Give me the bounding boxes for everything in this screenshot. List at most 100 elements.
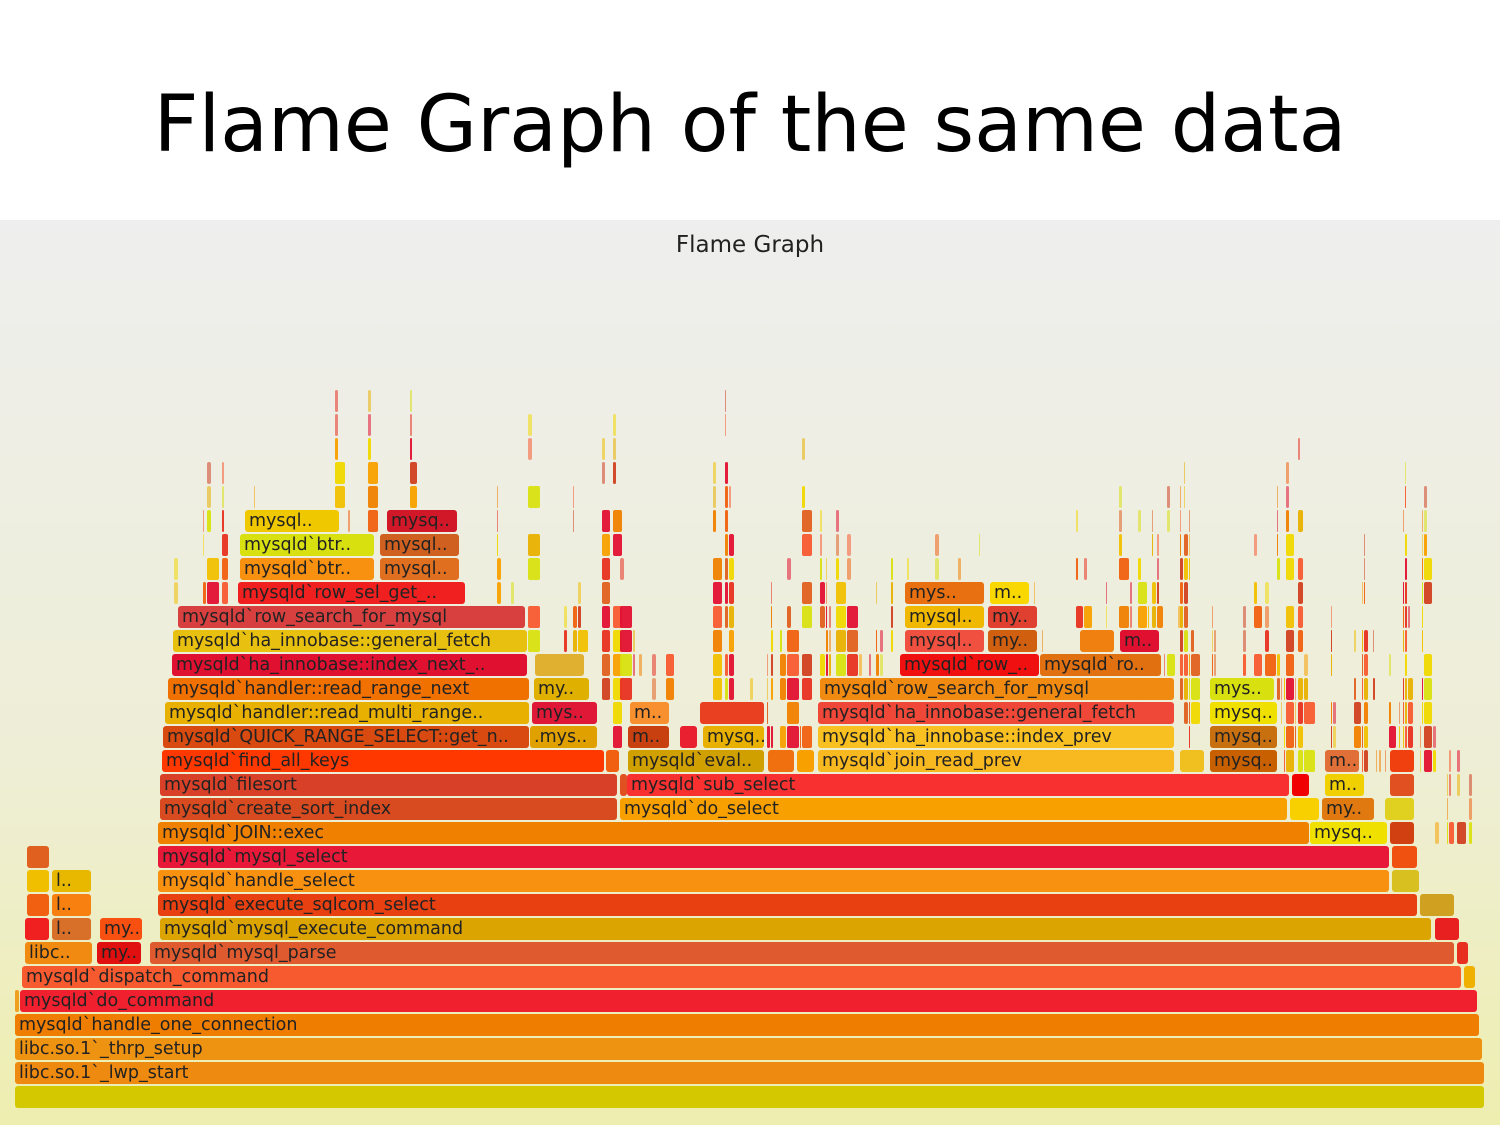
flame-frame[interactable] — [713, 678, 722, 700]
flame-frame[interactable] — [1119, 534, 1122, 556]
flame-frame[interactable] — [725, 414, 726, 436]
flame-frame[interactable] — [1373, 678, 1375, 700]
flame-frame[interactable] — [27, 894, 49, 916]
flame-frame[interactable] — [1286, 462, 1289, 484]
flame-frame[interactable] — [1180, 582, 1183, 604]
flame-frame[interactable] — [1364, 726, 1368, 748]
flame-frame[interactable]: libc.. — [25, 942, 92, 964]
flame-frame[interactable] — [729, 654, 734, 676]
flame-frame[interactable] — [1286, 678, 1294, 700]
flame-frame[interactable] — [767, 702, 768, 724]
flame-frame[interactable] — [639, 654, 642, 676]
flame-frame[interactable] — [620, 774, 627, 796]
flame-frame[interactable] — [1106, 582, 1107, 604]
flame-frame[interactable] — [1362, 750, 1363, 772]
flame-frame[interactable] — [348, 510, 350, 532]
flame-frame[interactable] — [1243, 606, 1246, 628]
flame-frame[interactable] — [1298, 702, 1303, 724]
flame-frame[interactable] — [1331, 654, 1332, 676]
flame-frame[interactable] — [713, 606, 722, 628]
flame-frame[interactable] — [602, 558, 610, 580]
flame-frame[interactable] — [771, 654, 773, 676]
flame-frame[interactable] — [1422, 558, 1423, 580]
flame-frame[interactable]: my.. — [988, 606, 1037, 628]
flame-frame[interactable] — [511, 582, 514, 604]
flame-frame[interactable] — [1424, 486, 1427, 508]
flame-frame[interactable] — [771, 678, 773, 700]
flame-frame[interactable] — [820, 606, 825, 628]
flame-frame[interactable] — [1390, 750, 1414, 772]
flame-frame[interactable] — [771, 606, 772, 628]
flame-frame[interactable] — [1405, 630, 1407, 652]
flame-frame[interactable] — [1178, 606, 1181, 628]
flame-frame[interactable] — [497, 582, 501, 604]
flame-frame[interactable] — [1265, 582, 1269, 604]
flame-frame[interactable] — [729, 678, 734, 700]
flame-frame[interactable] — [1354, 726, 1361, 748]
flame-frame[interactable] — [613, 654, 622, 676]
flame-frame[interactable] — [1408, 726, 1413, 748]
flame-frame[interactable] — [368, 414, 371, 436]
flame-frame[interactable] — [1331, 630, 1332, 652]
flame-frame[interactable] — [1433, 750, 1436, 772]
flame-frame[interactable] — [1435, 822, 1439, 844]
flame-frame[interactable] — [1298, 510, 1303, 532]
flame-frame[interactable] — [1254, 654, 1262, 676]
flame-frame[interactable] — [1405, 534, 1407, 556]
flame-frame[interactable] — [1389, 702, 1391, 724]
flame-frame[interactable] — [1180, 678, 1183, 700]
flame-frame[interactable] — [620, 606, 632, 628]
flame-frame[interactable] — [958, 558, 961, 580]
flame-frame[interactable] — [368, 486, 378, 508]
flame-frame[interactable] — [1180, 654, 1183, 676]
flame-frame[interactable] — [564, 630, 567, 652]
flame-frame[interactable] — [1422, 510, 1423, 532]
flame-frame[interactable] — [1364, 750, 1368, 772]
flame-frame[interactable] — [1265, 630, 1269, 652]
flame-frame[interactable] — [767, 654, 768, 676]
flame-frame[interactable] — [1084, 558, 1087, 580]
flame-frame[interactable] — [1286, 702, 1294, 724]
flame-frame[interactable]: mysqld`row_search_for_mysql — [820, 678, 1174, 700]
flame-frame[interactable] — [787, 726, 799, 748]
flame-frame[interactable] — [410, 438, 412, 460]
flame-frame[interactable] — [620, 654, 632, 676]
flame-frame[interactable] — [1376, 750, 1377, 772]
flame-frame[interactable]: m.. — [630, 702, 669, 724]
flame-frame[interactable] — [1392, 870, 1419, 892]
flame-frame[interactable] — [820, 558, 822, 580]
flame-frame[interactable] — [787, 654, 799, 676]
flame-frame[interactable] — [725, 654, 728, 676]
flame-frame[interactable] — [1420, 894, 1454, 916]
flame-frame[interactable] — [1265, 606, 1269, 628]
flame-frame[interactable] — [1405, 606, 1407, 628]
flame-frame[interactable]: mysqld`row_sel_get_.. — [238, 582, 465, 604]
flame-frame[interactable]: mysql.. — [380, 558, 459, 580]
flame-frame[interactable] — [725, 582, 728, 604]
flame-frame[interactable] — [1333, 702, 1336, 724]
flame-frame[interactable]: mysql.. — [245, 510, 339, 532]
flame-frame[interactable] — [729, 558, 734, 580]
flame-frame[interactable] — [528, 534, 540, 556]
flame-frame[interactable] — [869, 654, 871, 676]
flame-frame[interactable] — [713, 486, 716, 508]
flame-frame[interactable]: my.. — [534, 678, 589, 700]
flame-frame[interactable] — [1424, 750, 1432, 772]
flame-frame[interactable]: l.. — [52, 870, 91, 892]
flame-frame[interactable]: mysqld`dispatch_command — [22, 966, 1461, 988]
flame-frame[interactable] — [826, 558, 827, 580]
flame-frame[interactable] — [802, 510, 812, 532]
flame-frame[interactable] — [1191, 630, 1194, 652]
flame-frame[interactable] — [725, 678, 728, 700]
flame-frame[interactable] — [335, 438, 338, 460]
flame-frame[interactable] — [1284, 726, 1285, 748]
flame-frame[interactable] — [1304, 654, 1308, 676]
flame-frame[interactable] — [820, 510, 822, 532]
flame-frame[interactable] — [820, 534, 822, 556]
flame-frame[interactable] — [633, 630, 635, 652]
flame-frame[interactable] — [1180, 486, 1181, 508]
flame-frame[interactable] — [1433, 726, 1436, 748]
flame-frame[interactable] — [1422, 534, 1423, 556]
flame-frame[interactable] — [528, 630, 540, 652]
flame-frame[interactable] — [1180, 606, 1183, 628]
